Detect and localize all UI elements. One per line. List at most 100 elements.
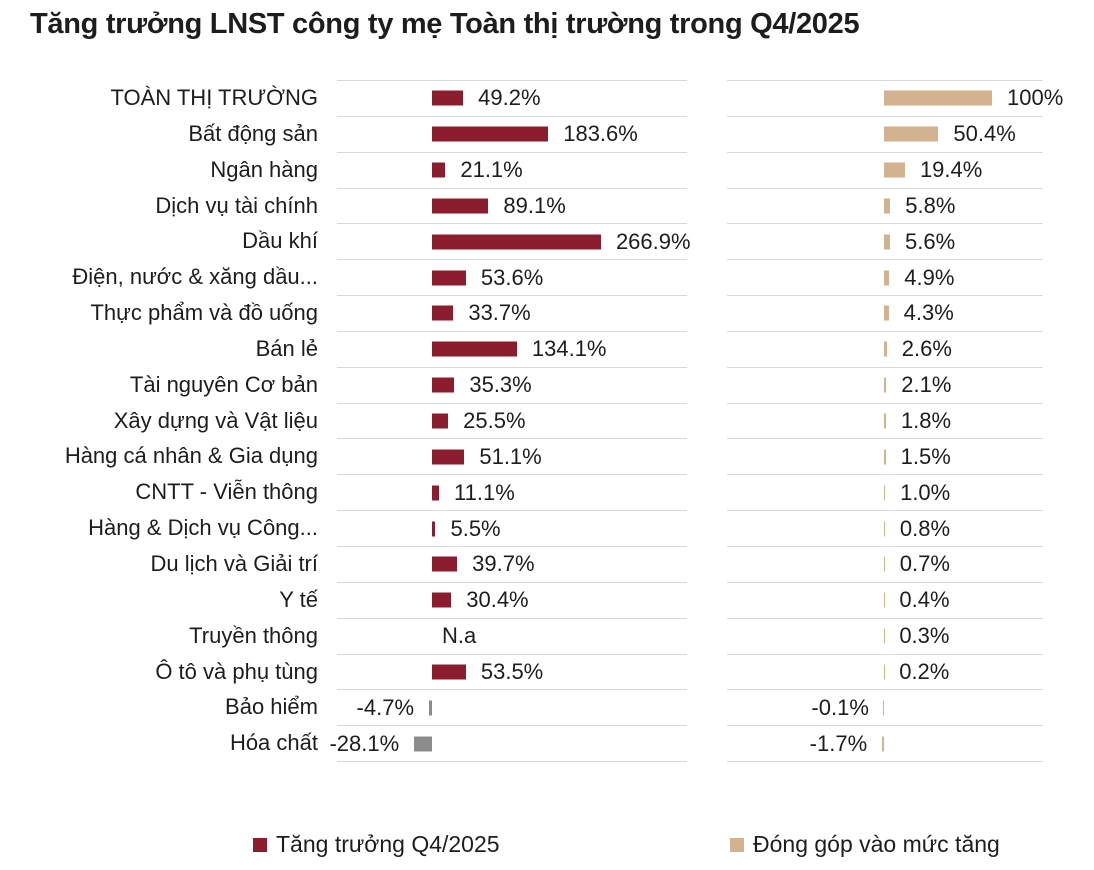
panel-gap <box>687 510 727 546</box>
growth-bar <box>432 305 454 321</box>
panel-gap <box>687 403 727 439</box>
legend-item-growth: Tăng trưởng Q4/2025 <box>253 831 500 858</box>
growth-value-label: 53.5% <box>480 658 544 684</box>
growth-bar <box>429 700 432 716</box>
growth-plot-cell: 183.6% <box>337 115 687 152</box>
panel-gap <box>687 116 727 152</box>
growth-value-label: 30.4% <box>466 587 529 613</box>
growth-plot-cell: 33.7% <box>337 295 687 331</box>
panel-gap <box>687 618 727 654</box>
growth-plot-cell: 30.4% <box>337 581 687 618</box>
contribution-value-label: 2.1% <box>901 372 952 398</box>
growth-bar <box>432 485 440 501</box>
contribution-bar <box>884 413 886 429</box>
panel-gap <box>687 295 727 331</box>
growth-plot-cell: 35.3% <box>337 366 687 403</box>
growth-value-label: 53.6% <box>480 264 544 290</box>
panel-gap <box>687 438 727 474</box>
contribution-bar <box>884 628 885 644</box>
growth-value-label: N.a <box>442 623 477 649</box>
growth-value-label: 134.1% <box>531 336 607 362</box>
growth-bar <box>432 126 549 142</box>
contribution-plot-cell: 0.7% <box>727 545 1043 582</box>
category-label: Điện, nước & xăng dầu... <box>72 264 318 290</box>
category-label: Bất động sản <box>188 120 318 146</box>
contribution-value-label: 0.7% <box>899 551 950 577</box>
category-label: Truyền thông <box>189 622 318 648</box>
contribution-value-label: -1.7% <box>809 730 868 756</box>
contribution-value-label: 4.3% <box>903 300 954 326</box>
contribution-plot-cell: 19.4% <box>727 151 1043 188</box>
contribution-bar <box>884 556 885 572</box>
contribution-bar <box>884 521 885 537</box>
growth-plot-cell: 21.1% <box>337 151 687 188</box>
growth-plot-cell: 53.6% <box>337 259 687 295</box>
growth-value-label: 35.3% <box>469 372 532 398</box>
growth-bar <box>432 270 466 286</box>
contribution-value-label: 2.6% <box>901 336 952 362</box>
growth-plot-cell: 266.9% <box>337 223 691 259</box>
bottom-gridline <box>687 761 727 797</box>
growth-plot-cell: -4.7% <box>337 689 687 725</box>
growth-plot-cell: -28.1% <box>329 725 687 761</box>
growth-bar <box>432 592 452 608</box>
legend-swatch-contribution-icon <box>730 837 744 852</box>
panel-gap <box>687 689 727 725</box>
growth-bar <box>432 341 517 357</box>
growth-plot-cell: 11.1% <box>337 474 687 510</box>
category-label: Ngân hàng <box>210 156 318 182</box>
contribution-value-label: 100% <box>1007 85 1064 111</box>
bottom-gridline <box>727 761 1043 797</box>
panel-gap <box>687 152 727 188</box>
growth-value-label: 33.7% <box>468 300 531 326</box>
contribution-plot-cell: 2.6% <box>727 330 1043 367</box>
growth-plot-cell: 49.2% <box>337 80 687 116</box>
category-label: Dầu khí <box>242 228 318 254</box>
contribution-value-label: 1.8% <box>900 408 952 434</box>
contribution-plot-cell: 0.4% <box>727 581 1043 618</box>
contribution-plot-cell: 0.8% <box>727 510 1043 546</box>
legend-item-contribution: Đóng góp vào mức tăng <box>730 831 1000 858</box>
contribution-plot-cell: 1.0% <box>727 474 1043 510</box>
category-label: Hàng & Dịch vụ Công... <box>88 515 318 541</box>
growth-value-label: 39.7% <box>472 551 535 577</box>
contribution-plot-cell: 5.8% <box>727 187 1043 224</box>
contribution-bar <box>884 162 905 178</box>
category-label: Y tế <box>279 586 318 612</box>
contribution-bar <box>884 377 887 393</box>
growth-value-label: 5.5% <box>450 515 501 541</box>
category-label: Ô tô và phụ tùng <box>155 658 318 684</box>
contribution-value-label: 5.8% <box>905 192 956 218</box>
growth-bar <box>432 449 465 465</box>
contribution-value-label: 1.0% <box>900 479 951 505</box>
contribution-bar <box>884 126 939 142</box>
category-label: CNTT - Viễn thông <box>135 479 318 505</box>
category-label: Thực phẩm và đồ uống <box>90 300 318 326</box>
panel-gap <box>687 582 727 618</box>
growth-value-label: 49.2% <box>478 85 541 111</box>
growth-value-label: -4.7% <box>356 694 415 720</box>
contribution-bar <box>884 198 891 214</box>
contribution-plot-cell: 2.1% <box>727 366 1043 403</box>
panel-gap <box>687 725 727 761</box>
contribution-bar <box>884 664 885 680</box>
growth-bar <box>432 664 466 680</box>
panel-gap <box>687 331 727 367</box>
contribution-value-label: 50.4% <box>953 121 1016 147</box>
contribution-plot-cell: 0.2% <box>727 653 1043 690</box>
category-label: Hóa chất <box>229 730 318 756</box>
growth-bar <box>432 234 601 250</box>
contribution-plot-cell: 5.6% <box>727 223 1043 259</box>
chart-title: Tăng trưởng LNST công ty mẹ Toàn thị trư… <box>30 8 860 40</box>
contribution-bar <box>883 700 884 716</box>
growth-plot-cell: 51.1% <box>337 438 687 474</box>
contribution-plot-cell: 4.9% <box>727 259 1043 295</box>
growth-bar <box>432 521 436 537</box>
growth-value-label: 25.5% <box>463 408 526 434</box>
panel-gap <box>687 367 727 403</box>
panel-gap <box>687 223 727 259</box>
legend-label-contribution: Đóng góp vào mức tăng <box>753 831 1000 857</box>
bottom-gridline <box>0 761 337 797</box>
contribution-plot-cell: 1.8% <box>727 402 1043 439</box>
